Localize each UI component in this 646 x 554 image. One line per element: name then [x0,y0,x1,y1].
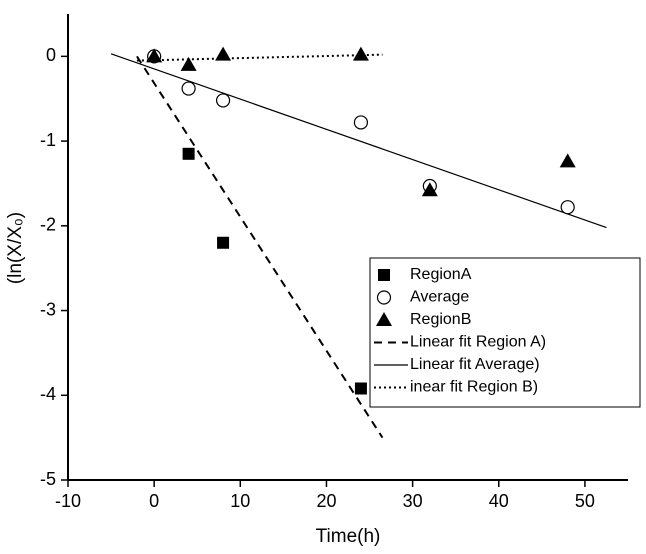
y-tick-label: -2 [40,215,56,235]
legend-label: RegionA [410,266,472,283]
triangle-marker [146,48,163,63]
y-tick-label: -5 [40,469,56,489]
x-tick-label: 0 [149,491,159,511]
x-tick-label: 30 [403,491,423,511]
legend-label: Linear fit Average) [410,356,540,373]
x-axis-label: Time(h) [316,526,381,547]
circle-marker [181,81,196,96]
x-tick-label: 20 [316,491,336,511]
y-tick-label: -1 [40,130,56,150]
x-tick-label: -10 [55,491,81,511]
square-marker [217,236,230,249]
circle-marker [353,115,369,130]
fit-line [110,53,607,229]
legend-label: inear fit Region B) [410,379,538,396]
y-tick-label: -3 [40,299,56,319]
triangle-marker [559,153,576,168]
x-tick-label: 10 [230,491,250,511]
square-marker [354,382,367,395]
legend-label: Average [410,289,469,306]
legend-label: RegionB [410,311,471,328]
legend-symbol [376,312,392,326]
fit-line [136,53,383,62]
circle-marker [215,93,231,108]
triangle-marker [215,46,232,61]
x-tick-label: 40 [489,491,509,511]
y-tick-label: -4 [40,384,56,404]
triangle-marker [180,56,197,71]
legend-box [369,257,641,408]
y-axis-label: (ln(X/X₀) [5,212,26,284]
legend-symbol [376,290,392,305]
legend-symbol [378,269,390,281]
triangle-marker [421,182,438,197]
legend-label: Linear fit Region A) [410,334,546,351]
triangle-marker [352,46,369,61]
fit-line [136,55,384,439]
circle-marker [560,200,575,215]
x-tick-label: 50 [575,491,595,511]
square-marker [182,147,195,160]
y-tick-label: 0 [46,45,56,65]
